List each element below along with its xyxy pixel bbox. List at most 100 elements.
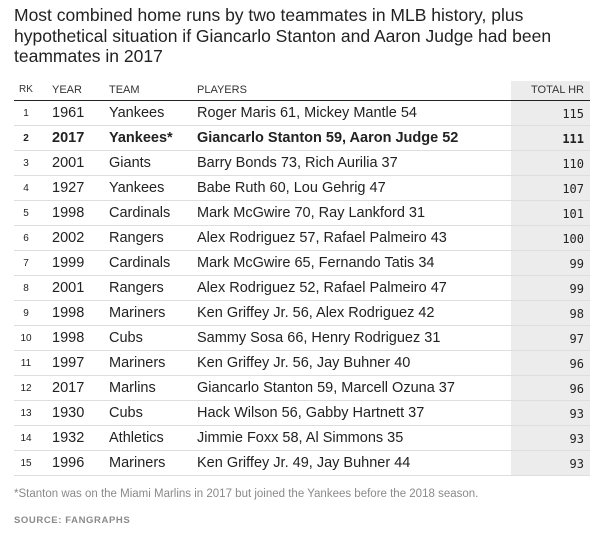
year-cell: 1930 [52, 405, 85, 421]
rank-cell: 1 [23, 108, 29, 119]
header-players: PLAYERS [197, 84, 247, 96]
team-cell: Mariners [109, 355, 166, 371]
total-hr-column-shading [511, 401, 590, 425]
players-cell: Alex Rodriguez 57, Rafael Palmeiro 43 [197, 230, 447, 246]
team-cell: Rangers [109, 280, 164, 296]
table-row: 1 1961 Yankees Roger Maris 61, Mickey Mantl… [14, 101, 590, 126]
rank-cell: 5 [23, 208, 29, 219]
total-hr-column-shading [511, 276, 590, 300]
year-cell: 1932 [52, 430, 85, 446]
team-cell: Yankees* [109, 130, 173, 146]
header-rk: RK [19, 84, 33, 95]
rank-cell: 13 [20, 408, 32, 419]
total-hr-cell: 99 [569, 282, 584, 296]
total-hr-column-shading [511, 226, 590, 250]
year-cell: 1961 [52, 105, 85, 121]
team-cell: Yankees [109, 180, 165, 196]
rank-cell: 4 [23, 183, 29, 194]
rank-cell: 6 [23, 233, 29, 244]
players-cell: Sammy Sosa 66, Henry Rodriguez 31 [197, 330, 441, 346]
year-cell: 2001 [52, 280, 85, 296]
rank-cell: 14 [20, 433, 32, 444]
total-hr-column-shading [511, 451, 590, 475]
table-row: 12 2017 Marlins Giancarlo Stanton 59, Marce… [14, 376, 590, 401]
team-cell: Cardinals [109, 255, 171, 271]
players-cell: Giancarlo Stanton 59, Marcell Ozuna 37 [197, 380, 455, 396]
total-hr-column-shading [511, 326, 590, 350]
year-cell: 1927 [52, 180, 85, 196]
total-hr-column-shading [511, 301, 590, 325]
total-hr-column-shading [511, 426, 590, 450]
total-hr-column-shading [511, 201, 590, 225]
total-hr-cell: 98 [569, 307, 584, 321]
players-cell: Mark McGwire 70, Ray Lankford 31 [197, 205, 426, 221]
table-row: 15 1996 Mariners Ken Griffey Jr. 49, Jay Bu… [14, 451, 590, 476]
table-row: 3 2001 Giants Barry Bonds 73, Rich Aurilia … [14, 151, 590, 176]
rank-cell: 12 [20, 383, 32, 394]
team-cell: Yankees [109, 105, 165, 121]
total-hr-column-shading [511, 376, 590, 400]
total-hr-cell: 93 [569, 457, 584, 471]
table-header: RK YEAR TEAM PLAYERS TOTAL HR [14, 81, 590, 101]
year-cell: 1998 [52, 305, 85, 321]
team-cell: Rangers [109, 230, 164, 246]
total-hr-cell: 101 [562, 207, 584, 221]
total-hr-cell: 115 [562, 107, 584, 121]
rank-cell: 9 [23, 308, 29, 319]
year-cell: 1996 [52, 455, 85, 471]
players-cell: Hack Wilson 56, Gabby Hartnett 37 [197, 405, 425, 421]
players-cell: Ken Griffey Jr. 56, Alex Rodriguez 42 [197, 305, 435, 321]
table-row: 5 1998 Cardinals Mark McGwire 70, Ray Lankf… [14, 201, 590, 226]
players-cell: Giancarlo Stanton 59, Aaron Judge 52 [197, 130, 459, 146]
total-hr-cell: 110 [562, 157, 584, 171]
year-cell: 1998 [52, 330, 85, 346]
table-row: 2 2017 Yankees* Giancarlo Stanton 59, Aaron… [14, 126, 590, 151]
total-hr-column-shading [511, 251, 590, 275]
total-hr-cell: 107 [562, 182, 584, 196]
team-cell: Athletics [109, 430, 164, 446]
total-hr-cell: 93 [569, 407, 584, 421]
rank-cell: 10 [20, 333, 32, 344]
rank-cell: 7 [23, 258, 29, 269]
team-cell: Cubs [109, 405, 143, 421]
players-cell: Ken Griffey Jr. 56, Jay Buhner 40 [197, 355, 411, 371]
source-credit: SOURCE: FANGRAPHS [14, 515, 131, 526]
total-hr-cell: 97 [569, 332, 584, 346]
rank-cell: 15 [20, 458, 32, 469]
year-cell: 1999 [52, 255, 85, 271]
table-row: 14 1932 Athletics Jimmie Foxx 58, Al Simmon… [14, 426, 590, 451]
players-cell: Ken Griffey Jr. 49, Jay Buhner 44 [197, 455, 411, 471]
total-hr-cell: 96 [569, 382, 584, 396]
footnote: *Stanton was on the Miami Marlins in 201… [14, 488, 479, 500]
total-hr-cell: 93 [569, 432, 584, 446]
players-cell: Babe Ruth 60, Lou Gehrig 47 [197, 180, 386, 196]
year-cell: 2017 [52, 130, 85, 146]
home-run-table: RK YEAR TEAM PLAYERS TOTAL HR 1 1961 Yanke… [14, 81, 590, 476]
total-hr-cell: 96 [569, 357, 584, 371]
total-hr-cell: 100 [562, 232, 584, 246]
year-cell: 2017 [52, 380, 85, 396]
year-cell: 2001 [52, 155, 85, 171]
header-team: TEAM [109, 84, 140, 96]
table-row: 4 1927 Yankees Babe Ruth 60, Lou Gehrig 47 1… [14, 176, 590, 201]
players-cell: Mark McGwire 65, Fernando Tatis 34 [197, 255, 435, 271]
total-hr-column-shading [511, 151, 590, 175]
team-cell: Mariners [109, 455, 166, 471]
table-body: 1 1961 Yankees Roger Maris 61, Mickey Mantl… [14, 101, 590, 476]
team-cell: Giants [109, 155, 151, 171]
team-cell: Mariners [109, 305, 166, 321]
table-row: 13 1930 Cubs Hack Wilson 56, Gabby Hartnett… [14, 401, 590, 426]
players-cell: Barry Bonds 73, Rich Aurilia 37 [197, 155, 398, 171]
table-row: 10 1998 Cubs Sammy Sosa 66, Henry Rodriguez… [14, 326, 590, 351]
rank-cell: 11 [20, 358, 32, 369]
total-hr-cell: 111 [562, 132, 584, 146]
chart-title: Most combined home runs by two teammates… [14, 5, 552, 66]
team-cell: Marlins [109, 380, 156, 396]
table-row: 6 2002 Rangers Alex Rodriguez 57, Rafael Pa… [14, 226, 590, 251]
total-hr-column-shading [511, 101, 590, 125]
players-cell: Jimmie Foxx 58, Al Simmons 35 [197, 430, 404, 446]
total-hr-cell: 99 [569, 257, 584, 271]
players-cell: Alex Rodriguez 52, Rafael Palmeiro 47 [197, 280, 447, 296]
year-cell: 1997 [52, 355, 85, 371]
team-cell: Cubs [109, 330, 143, 346]
